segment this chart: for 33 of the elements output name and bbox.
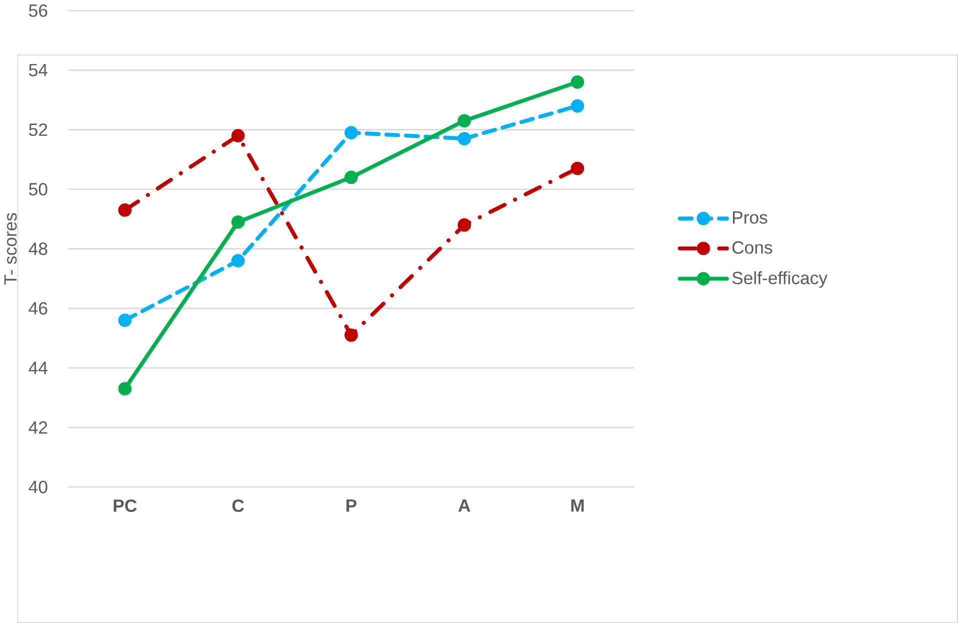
point <box>570 162 584 176</box>
x-tick-label: P <box>346 499 356 512</box>
x-tick-label: PC <box>114 499 137 512</box>
point <box>118 314 132 327</box>
point <box>231 254 245 268</box>
point <box>344 126 358 140</box>
point <box>344 328 358 342</box>
point <box>458 132 472 146</box>
point <box>344 170 358 184</box>
point <box>570 75 584 89</box>
x-tick-label: A <box>458 499 470 512</box>
y-tick-label: 46 <box>28 302 48 315</box>
y-tick-label: 56 <box>29 4 48 17</box>
y-tick-label: 48 <box>28 242 48 255</box>
legend-label: Cons <box>732 241 772 254</box>
legend-label: Self-efficacy <box>732 271 828 288</box>
y-tick-label: 44 <box>28 362 48 374</box>
point <box>118 203 132 217</box>
point <box>118 382 132 396</box>
point <box>458 114 472 128</box>
y-tick-label: 54 <box>29 64 48 76</box>
point <box>458 218 472 232</box>
point <box>231 128 245 142</box>
point <box>570 99 584 113</box>
x-tick-label: C <box>232 499 244 512</box>
legend-label: Pros <box>732 211 768 224</box>
y-tick-label: 42 <box>28 421 48 434</box>
y-tick-label: 40 <box>28 480 48 494</box>
y-tick-label: 50 <box>29 182 48 196</box>
point <box>231 215 245 229</box>
y-axis-title: T- scores <box>4 213 17 285</box>
x-tick-label: M <box>571 499 584 512</box>
y-tick-label: 52 <box>29 123 48 136</box>
